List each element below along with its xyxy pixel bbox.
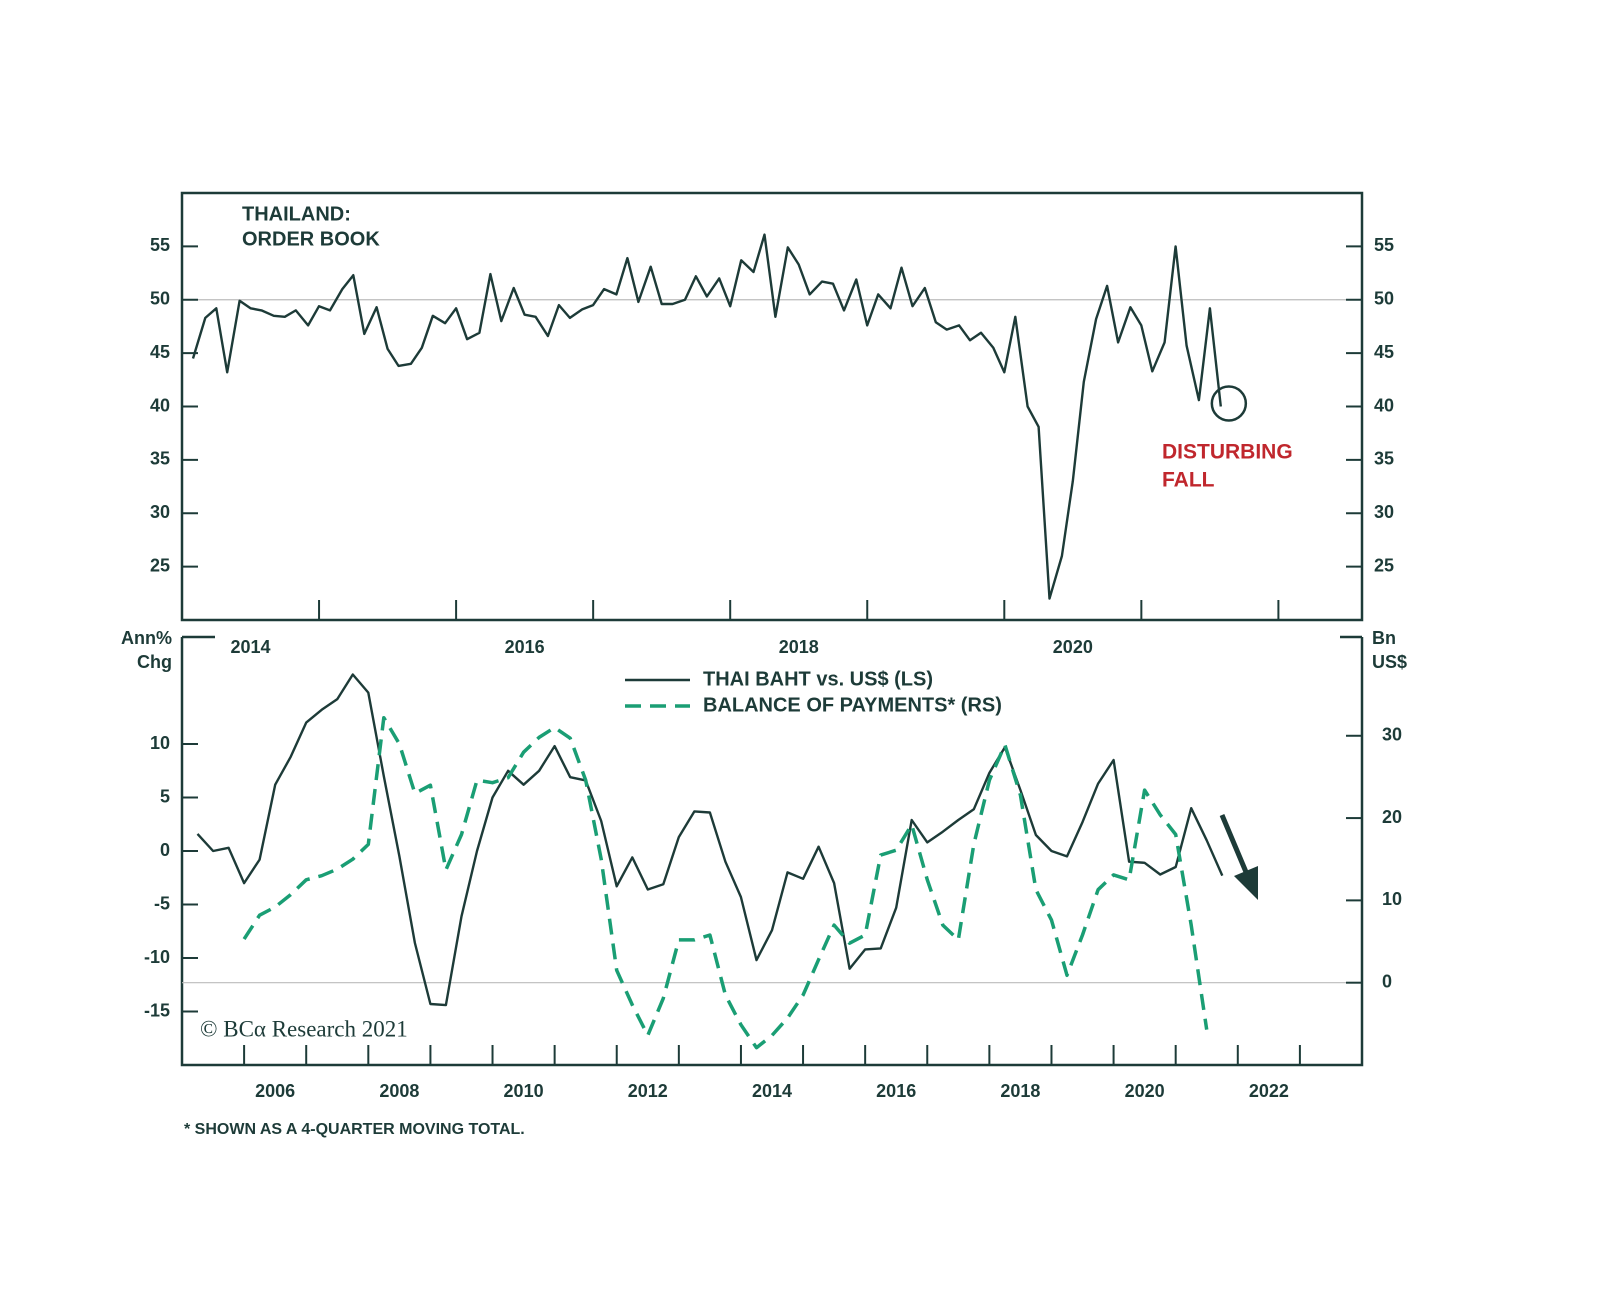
x-tick-label: 2022: [1249, 1081, 1289, 1101]
y-tick-label: -5: [154, 893, 170, 913]
x-tick-label: 2008: [379, 1081, 419, 1101]
x-tick-label: 2020: [1053, 637, 1093, 657]
y2-tick-label: 10: [1382, 889, 1402, 909]
legend-label: THAI BAHT vs. US$ (LS): [703, 668, 933, 690]
y-tick-label-right: 30: [1374, 502, 1394, 522]
series-line: [196, 673, 1224, 1007]
y2-tick-label: 30: [1382, 725, 1402, 745]
annotation-circle: [1210, 385, 1248, 422]
y-tick-label: 45: [150, 342, 170, 362]
y-tick-label-right: 45: [1374, 342, 1394, 362]
y-tick-label: -15: [144, 1000, 170, 1020]
arrow: [1219, 814, 1249, 873]
chart-title: THAILAND:: [242, 203, 351, 225]
y-tick-label: 30: [150, 502, 170, 522]
y-tick-label: -10: [144, 947, 170, 967]
legend-label: BALANCE OF PAYMENTS* (RS): [703, 694, 1002, 716]
y2-tick-label: 20: [1382, 807, 1402, 827]
x-tick-label: 2016: [876, 1081, 916, 1101]
y-tick-label: 40: [150, 395, 170, 415]
annotation: FALL: [1162, 469, 1215, 492]
x-tick-label: 2010: [504, 1081, 544, 1101]
y-tick-label-right: 50: [1374, 289, 1394, 309]
y-axis-label: Ann%: [121, 628, 172, 648]
y-tick-label: 55: [150, 235, 170, 255]
y-tick-label: 25: [150, 555, 170, 575]
x-tick-label: 2014: [231, 637, 271, 657]
x-tick-label: 2012: [628, 1081, 668, 1101]
y-tick-label-right: 40: [1374, 395, 1394, 415]
y2-axis-label: Bn: [1372, 628, 1396, 648]
y-tick-label: 50: [150, 289, 170, 309]
x-tick-label: 2014: [752, 1081, 792, 1101]
top-frame: [180, 191, 1364, 622]
y-tick-label-right: 35: [1374, 449, 1394, 469]
y-tick-label: 5: [160, 786, 170, 806]
y-tick-label: 10: [150, 733, 170, 753]
y-tick-label-right: 55: [1374, 235, 1394, 255]
y-tick-label: 0: [160, 840, 170, 860]
x-tick-label: 2018: [1000, 1081, 1040, 1101]
y2-axis-label: US$: [1372, 652, 1407, 672]
credit: © BCα Research 2021: [200, 1016, 408, 1041]
y-axis-label: Chg: [137, 652, 172, 672]
arrow-head: [1234, 866, 1258, 900]
x-tick-label: 2020: [1125, 1081, 1165, 1101]
y-tick-label: 35: [150, 449, 170, 469]
y-tick-label-right: 25: [1374, 555, 1394, 575]
series-line: [242, 715, 1209, 1050]
y2-tick-label: 0: [1382, 971, 1392, 991]
x-tick-label: 2018: [779, 637, 819, 657]
x-tick-label: 2016: [505, 637, 545, 657]
series-line: [191, 233, 1222, 600]
x-tick-label: 2006: [255, 1081, 295, 1101]
chart-title: ORDER BOOK: [242, 228, 380, 250]
annotation: DISTURBING: [1162, 441, 1293, 464]
footnote: * SHOWN AS A 4-QUARTER MOVING TOTAL.: [184, 1121, 525, 1138]
